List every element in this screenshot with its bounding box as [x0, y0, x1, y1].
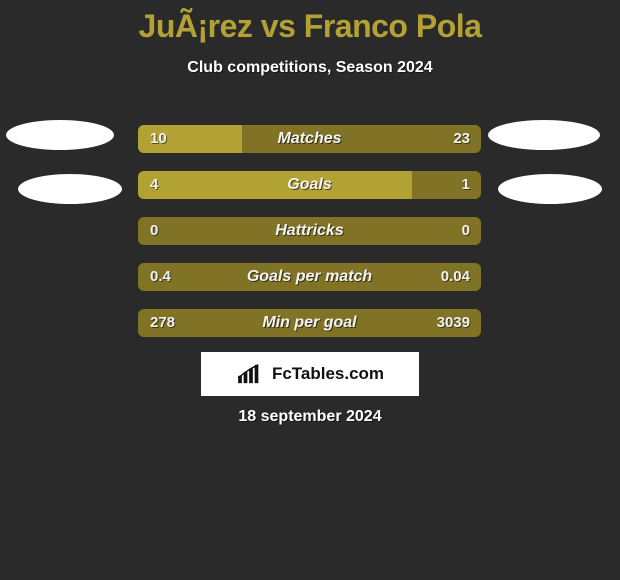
- stats-rows: 1023Matches 41Goals 00Hattricks 0.40.04Goal…: [0, 125, 620, 337]
- stat-label: Goals: [138, 171, 481, 199]
- stat-row: 00Hattricks: [0, 217, 620, 245]
- brand-badge: FcTables.com: [201, 352, 419, 396]
- stat-label: Matches: [138, 125, 481, 153]
- stat-row: 1023Matches: [0, 125, 620, 153]
- bar-chart-icon: [236, 363, 266, 385]
- stat-row: 2783039Min per goal: [0, 309, 620, 337]
- stat-label: Goals per match: [138, 263, 481, 291]
- title-text: JuÃ¡rez vs Franco Pola: [139, 8, 482, 44]
- date-text: 18 september 2024: [0, 408, 620, 426]
- page-title: JuÃ¡rez vs Franco Pola: [0, 0, 620, 45]
- stat-label: Hattricks: [138, 217, 481, 245]
- stat-label: Min per goal: [138, 309, 481, 337]
- subtitle: Club competitions, Season 2024: [0, 59, 620, 77]
- stat-row: 0.40.04Goals per match: [0, 263, 620, 291]
- stat-row: 41Goals: [0, 171, 620, 199]
- brand-text: FcTables.com: [272, 364, 384, 384]
